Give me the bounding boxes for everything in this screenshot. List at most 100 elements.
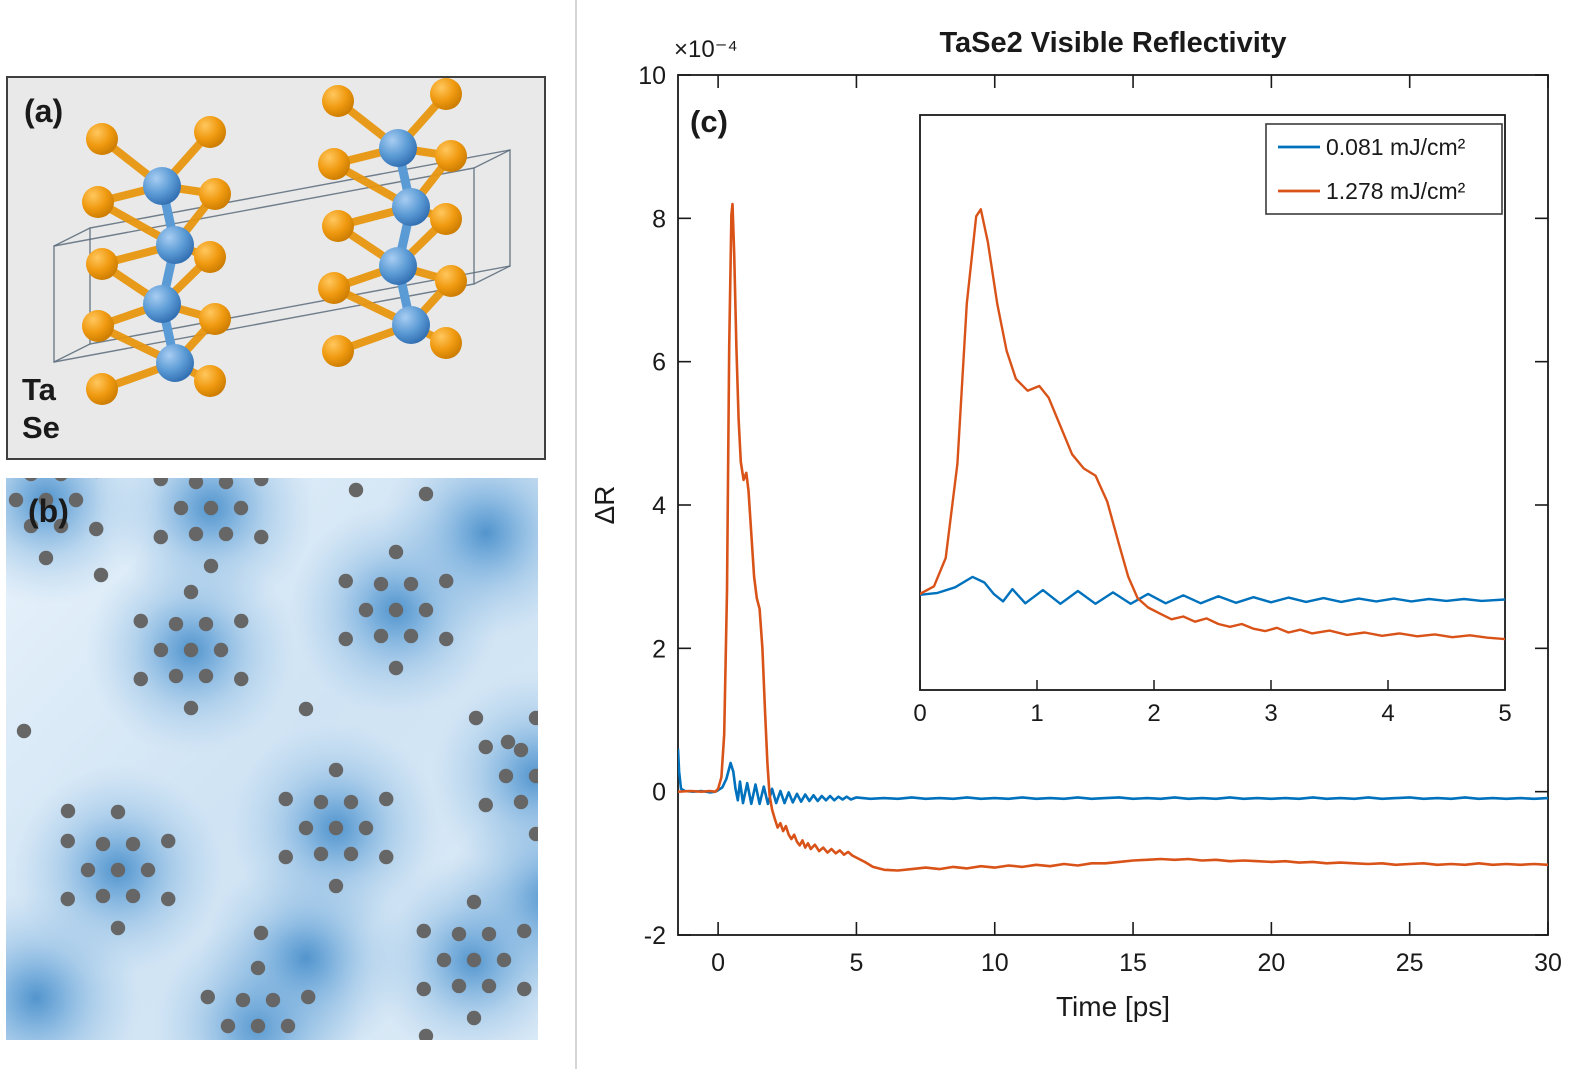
se-atom [322,85,354,117]
atom-dot [416,923,431,939]
atom-dot [233,500,249,516]
atom-dot [388,660,404,676]
atom-dot [153,642,169,658]
inset-x-tick-label: 3 [1264,700,1277,727]
atom-dot [80,862,96,878]
se-atom [199,303,231,335]
atom-dot [436,952,452,968]
atom-dot [200,989,215,1005]
atom-dot [373,628,389,644]
atom-dot [439,631,454,647]
y-axis-label: ΔR [590,486,620,525]
atom-dot [188,526,204,542]
atoms-group [82,78,467,405]
x-axis-label: Time [ps] [1056,991,1170,1022]
atom-dot [198,616,214,632]
legend-label-0: 0.081 mJ/cm² [1326,134,1466,160]
atom-dot [133,613,148,629]
unit-cell-wireframe [53,149,511,363]
inset-x-tick-label: 5 [1498,700,1511,727]
ta-atom [379,247,417,285]
atom-dot [25,478,37,482]
inset-series-line-0 [920,575,1505,605]
atom-dots-group [8,478,538,1040]
atom-dot [183,700,199,716]
atom-dot [379,791,394,807]
panel-divider-line [575,0,577,1069]
atom-dot [280,1018,296,1034]
atom-dot [110,862,126,878]
atom-dot [328,820,344,836]
ta-atom [156,226,194,264]
se-atom [86,123,118,155]
inset-x-tick-label: 1 [1030,700,1043,727]
atom-dot [403,628,419,644]
atom-dot [218,478,234,490]
ta-atom [392,188,430,226]
panel-c-label: (c) [690,104,728,139]
atom-dot [254,478,269,487]
atom-dot [298,701,314,717]
ta-atom [143,285,181,323]
ta-atom [156,344,194,382]
atom-dot [466,952,482,968]
se-atom [194,365,226,397]
atom-dot [218,526,234,542]
y-tick-label: 4 [652,492,666,520]
atom-dot [348,482,364,498]
atom-dot [198,668,214,684]
density-blob-core [6,943,91,1040]
se-atom [194,116,226,148]
ta-legend-label: Ta [22,372,57,407]
y-tick-label: 10 [638,62,666,90]
se-atom [430,203,462,235]
atom-dot [528,710,538,726]
atom-dot [418,602,434,618]
x-tick-label: 10 [981,949,1009,977]
main-curves-group [678,202,1548,872]
x-tick-label: 30 [1534,949,1562,977]
x-tick-label: 5 [849,949,863,977]
se-atom [82,186,114,218]
atom-dot [403,576,419,592]
density-blob-core [251,903,361,1013]
y-tick-label: 0 [652,779,666,807]
atom-dot [379,849,394,865]
atom-dot [388,544,404,560]
atom-dot [313,846,329,862]
cell-edge [473,265,511,285]
panel-c-reflectivity-plot: 0 5 10 15 20 25 30 -2 0 2 4 6 8 10 0 1 2 3 4 5 0.081 mJ/cm²… [590,0,1594,1069]
atom-dot [466,894,482,910]
se-atom [199,178,231,210]
se-atom [430,327,462,359]
atom-dot [93,567,109,583]
atom-dot [161,891,176,907]
atom-dot [203,500,219,516]
chart-title: TaSe2 Visible Reflectivity [939,27,1286,59]
density-blob [446,793,538,1003]
se-atom [82,310,114,342]
se-atom [86,248,118,280]
atom-dot [478,797,493,813]
atom-dot [466,1010,482,1026]
atom-dot [278,849,293,865]
atom-dot [358,602,374,618]
atom-dot [250,1018,266,1034]
atom-dot [358,820,374,836]
atom-dot [95,888,111,904]
atom-dot [301,989,316,1005]
se-atom [430,78,462,110]
atom-dot [68,492,84,508]
y-axis-exponent-label: ×10⁻⁴ [674,36,738,63]
y-tick-label: 8 [652,205,666,233]
atom-dot [60,891,75,907]
inset-axes-group: 0 1 2 3 4 5 0.081 mJ/cm² 1.278 mJ/cm² [913,114,1512,727]
atom-dot [234,613,249,629]
atom-dot [235,992,251,1008]
atom-dot [125,888,141,904]
atom-dot [498,768,514,784]
atom-dot [388,602,404,618]
atom-dot [133,671,148,687]
atom-dot [328,762,344,778]
atom-dot [481,926,497,942]
